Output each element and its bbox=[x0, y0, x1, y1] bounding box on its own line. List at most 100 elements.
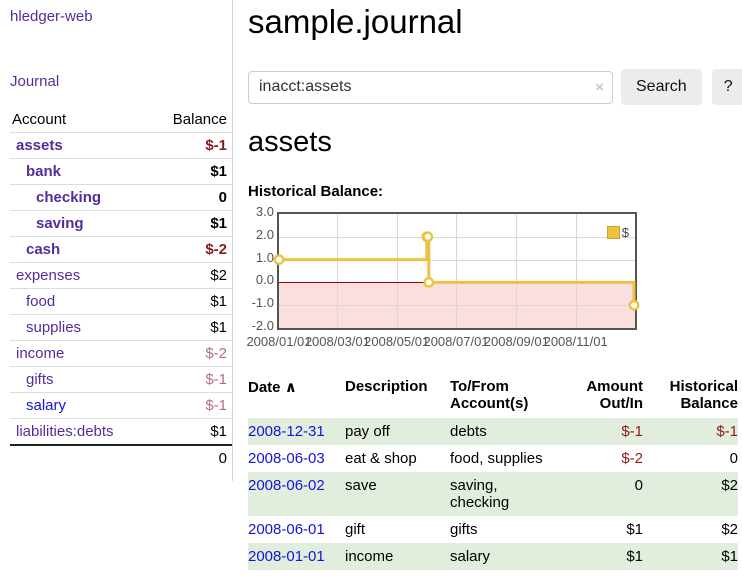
amount-cell: $-2 bbox=[621, 450, 643, 467]
date-cell: 2008-06-01 bbox=[248, 516, 345, 543]
balance-cell: $-1 bbox=[149, 366, 232, 393]
account-link[interactable]: bank bbox=[26, 163, 62, 180]
date-link[interactable]: 2008-12-31 bbox=[248, 423, 325, 440]
date-link[interactable]: 2008-06-03 bbox=[248, 450, 325, 467]
account-link[interactable]: liabilities:debts bbox=[16, 423, 114, 440]
account-row: income $-2 bbox=[10, 340, 232, 367]
chart-canvas: $ bbox=[273, 214, 640, 328]
account-row: checking 0 bbox=[10, 184, 232, 211]
y-axis-label: -1.0 bbox=[251, 295, 274, 311]
balance-cell: $1 bbox=[149, 288, 232, 315]
gridline bbox=[396, 214, 398, 328]
date-cell: 2008-06-03 bbox=[248, 445, 345, 472]
balance-cell: $2 bbox=[721, 521, 738, 538]
sort-ascending-icon: ∧ bbox=[284, 379, 297, 396]
y-axis-label: 2.0 bbox=[255, 226, 274, 242]
accounts-cell: saving, checking bbox=[450, 472, 562, 516]
search-button[interactable]: Search bbox=[621, 69, 702, 105]
account-row: liabilities:debts $1 bbox=[10, 418, 232, 445]
app-layout: hledger-web Journal Account Balance asse… bbox=[0, 0, 742, 570]
date-link[interactable]: 2008-06-02 bbox=[248, 477, 325, 494]
account-row: salary $-1 bbox=[10, 392, 232, 419]
accounts-cell: salary bbox=[450, 543, 562, 570]
account-link[interactable]: assets bbox=[16, 137, 63, 154]
clear-search-icon[interactable]: × bbox=[595, 78, 604, 96]
amount-cell: $1 bbox=[626, 521, 643, 538]
account-link[interactable]: income bbox=[16, 345, 65, 362]
gridline bbox=[337, 214, 339, 328]
balance-cell: $1 bbox=[643, 543, 738, 570]
amount-cell: $1 bbox=[562, 543, 643, 570]
accounts-total-row: 0 bbox=[10, 444, 232, 471]
accounts-table: Account Balance assets $-1 bank $1 checking 0… bbox=[10, 107, 232, 471]
x-axis-label: 2008/09/01 bbox=[483, 334, 549, 349]
date-link[interactable]: 2008-06-01 bbox=[248, 521, 325, 538]
gridline bbox=[456, 214, 458, 328]
balance-cell: $1 bbox=[149, 158, 232, 185]
balance-cell: $-1 bbox=[149, 392, 232, 419]
register-row: 2008-06-02 save saving, checking 0 $2 bbox=[248, 472, 738, 516]
account-row: supplies $1 bbox=[10, 314, 232, 341]
account-link[interactable]: food bbox=[26, 293, 56, 310]
legend-label: $ bbox=[621, 225, 629, 240]
search-bar: × Search ? bbox=[248, 69, 742, 105]
account-heading: assets bbox=[248, 126, 332, 158]
account-link[interactable]: cash bbox=[26, 241, 61, 258]
description-column-header: Description bbox=[345, 378, 428, 395]
gridline bbox=[279, 305, 635, 307]
register-table: Date ∧ Description To/From Account(s) Am… bbox=[248, 376, 738, 570]
accounts-table-header: Account Balance bbox=[10, 107, 232, 133]
description-cell: pay off bbox=[345, 418, 450, 445]
balance-cell: 0 bbox=[149, 184, 232, 211]
description-cell: income bbox=[345, 543, 450, 570]
register-row: 2008-06-03 eat & shop food, supplies $-2 0 bbox=[248, 445, 738, 472]
account-link[interactable]: checking bbox=[36, 189, 102, 206]
gridline bbox=[279, 236, 635, 238]
accounts-column-header: To/From Account(s) bbox=[450, 378, 529, 412]
register-header-row: Date ∧ Description To/From Account(s) Am… bbox=[248, 376, 738, 418]
app-title-link[interactable]: hledger-web bbox=[10, 8, 93, 25]
account-link[interactable]: gifts bbox=[26, 371, 54, 388]
legend-swatch-icon bbox=[606, 226, 620, 239]
help-button[interactable]: ? bbox=[711, 69, 742, 105]
account-link[interactable]: expenses bbox=[16, 267, 81, 284]
sidebar-item-journal[interactable]: Journal bbox=[10, 73, 60, 90]
date-column-header[interactable]: Date ∧ bbox=[248, 379, 297, 396]
page-title: sample.journal bbox=[248, 3, 463, 40]
balance-cell: $2 bbox=[149, 262, 232, 289]
date-cell: 2008-12-31 bbox=[248, 418, 345, 445]
y-axis-label: 3.0 bbox=[255, 204, 274, 219]
balance-cell: $-1 bbox=[149, 132, 232, 159]
account-row: gifts $-1 bbox=[10, 366, 232, 393]
balance-cell: $2 bbox=[643, 472, 738, 516]
account-link[interactable]: saving bbox=[36, 215, 84, 232]
register-row: 2008-06-01 gift gifts $1 $2 bbox=[248, 516, 738, 543]
balance-cell: $-2 bbox=[149, 340, 232, 367]
balance-cell: 0 bbox=[729, 450, 738, 467]
description-cell: gift bbox=[345, 521, 366, 538]
account-column-header: Account bbox=[12, 111, 67, 128]
x-axis-label: 2008/01/01 bbox=[246, 334, 312, 349]
account-link[interactable]: salary bbox=[26, 397, 67, 414]
description-cell: eat & shop bbox=[345, 450, 417, 467]
account-link[interactable]: supplies bbox=[26, 319, 82, 336]
x-axis-label: 2008/03/01 bbox=[304, 334, 370, 349]
x-axis-label: 2008/05/01 bbox=[364, 334, 430, 349]
sidebar: hledger-web Journal Account Balance asse… bbox=[0, 0, 233, 481]
amount-cell: 0 bbox=[562, 472, 643, 516]
search-input[interactable] bbox=[248, 70, 613, 104]
register-row: 2008-12-31 pay off debts $-1 $-1 bbox=[248, 418, 738, 445]
balance-chart: $ 2008/01/01 2008/03/01 2008/05/01 2008/07/… bbox=[246, 204, 742, 354]
balance-cell: $-2 bbox=[149, 236, 232, 263]
y-axis-label: 1.0 bbox=[255, 249, 274, 265]
chart-legend: $ bbox=[606, 225, 629, 240]
account-row: expenses $2 bbox=[10, 262, 232, 289]
date-link[interactable]: 2008-01-01 bbox=[248, 548, 325, 565]
chart-plot-area[interactable]: $ bbox=[273, 212, 640, 330]
gridline bbox=[279, 259, 635, 261]
y-axis-label: -2.0 bbox=[251, 318, 274, 333]
balance-series bbox=[273, 231, 640, 311]
date-cell: 2008-06-02 bbox=[248, 472, 345, 516]
chart-title: Historical Balance: bbox=[248, 183, 384, 200]
x-axis-label: 2008/07/01 bbox=[423, 334, 489, 349]
